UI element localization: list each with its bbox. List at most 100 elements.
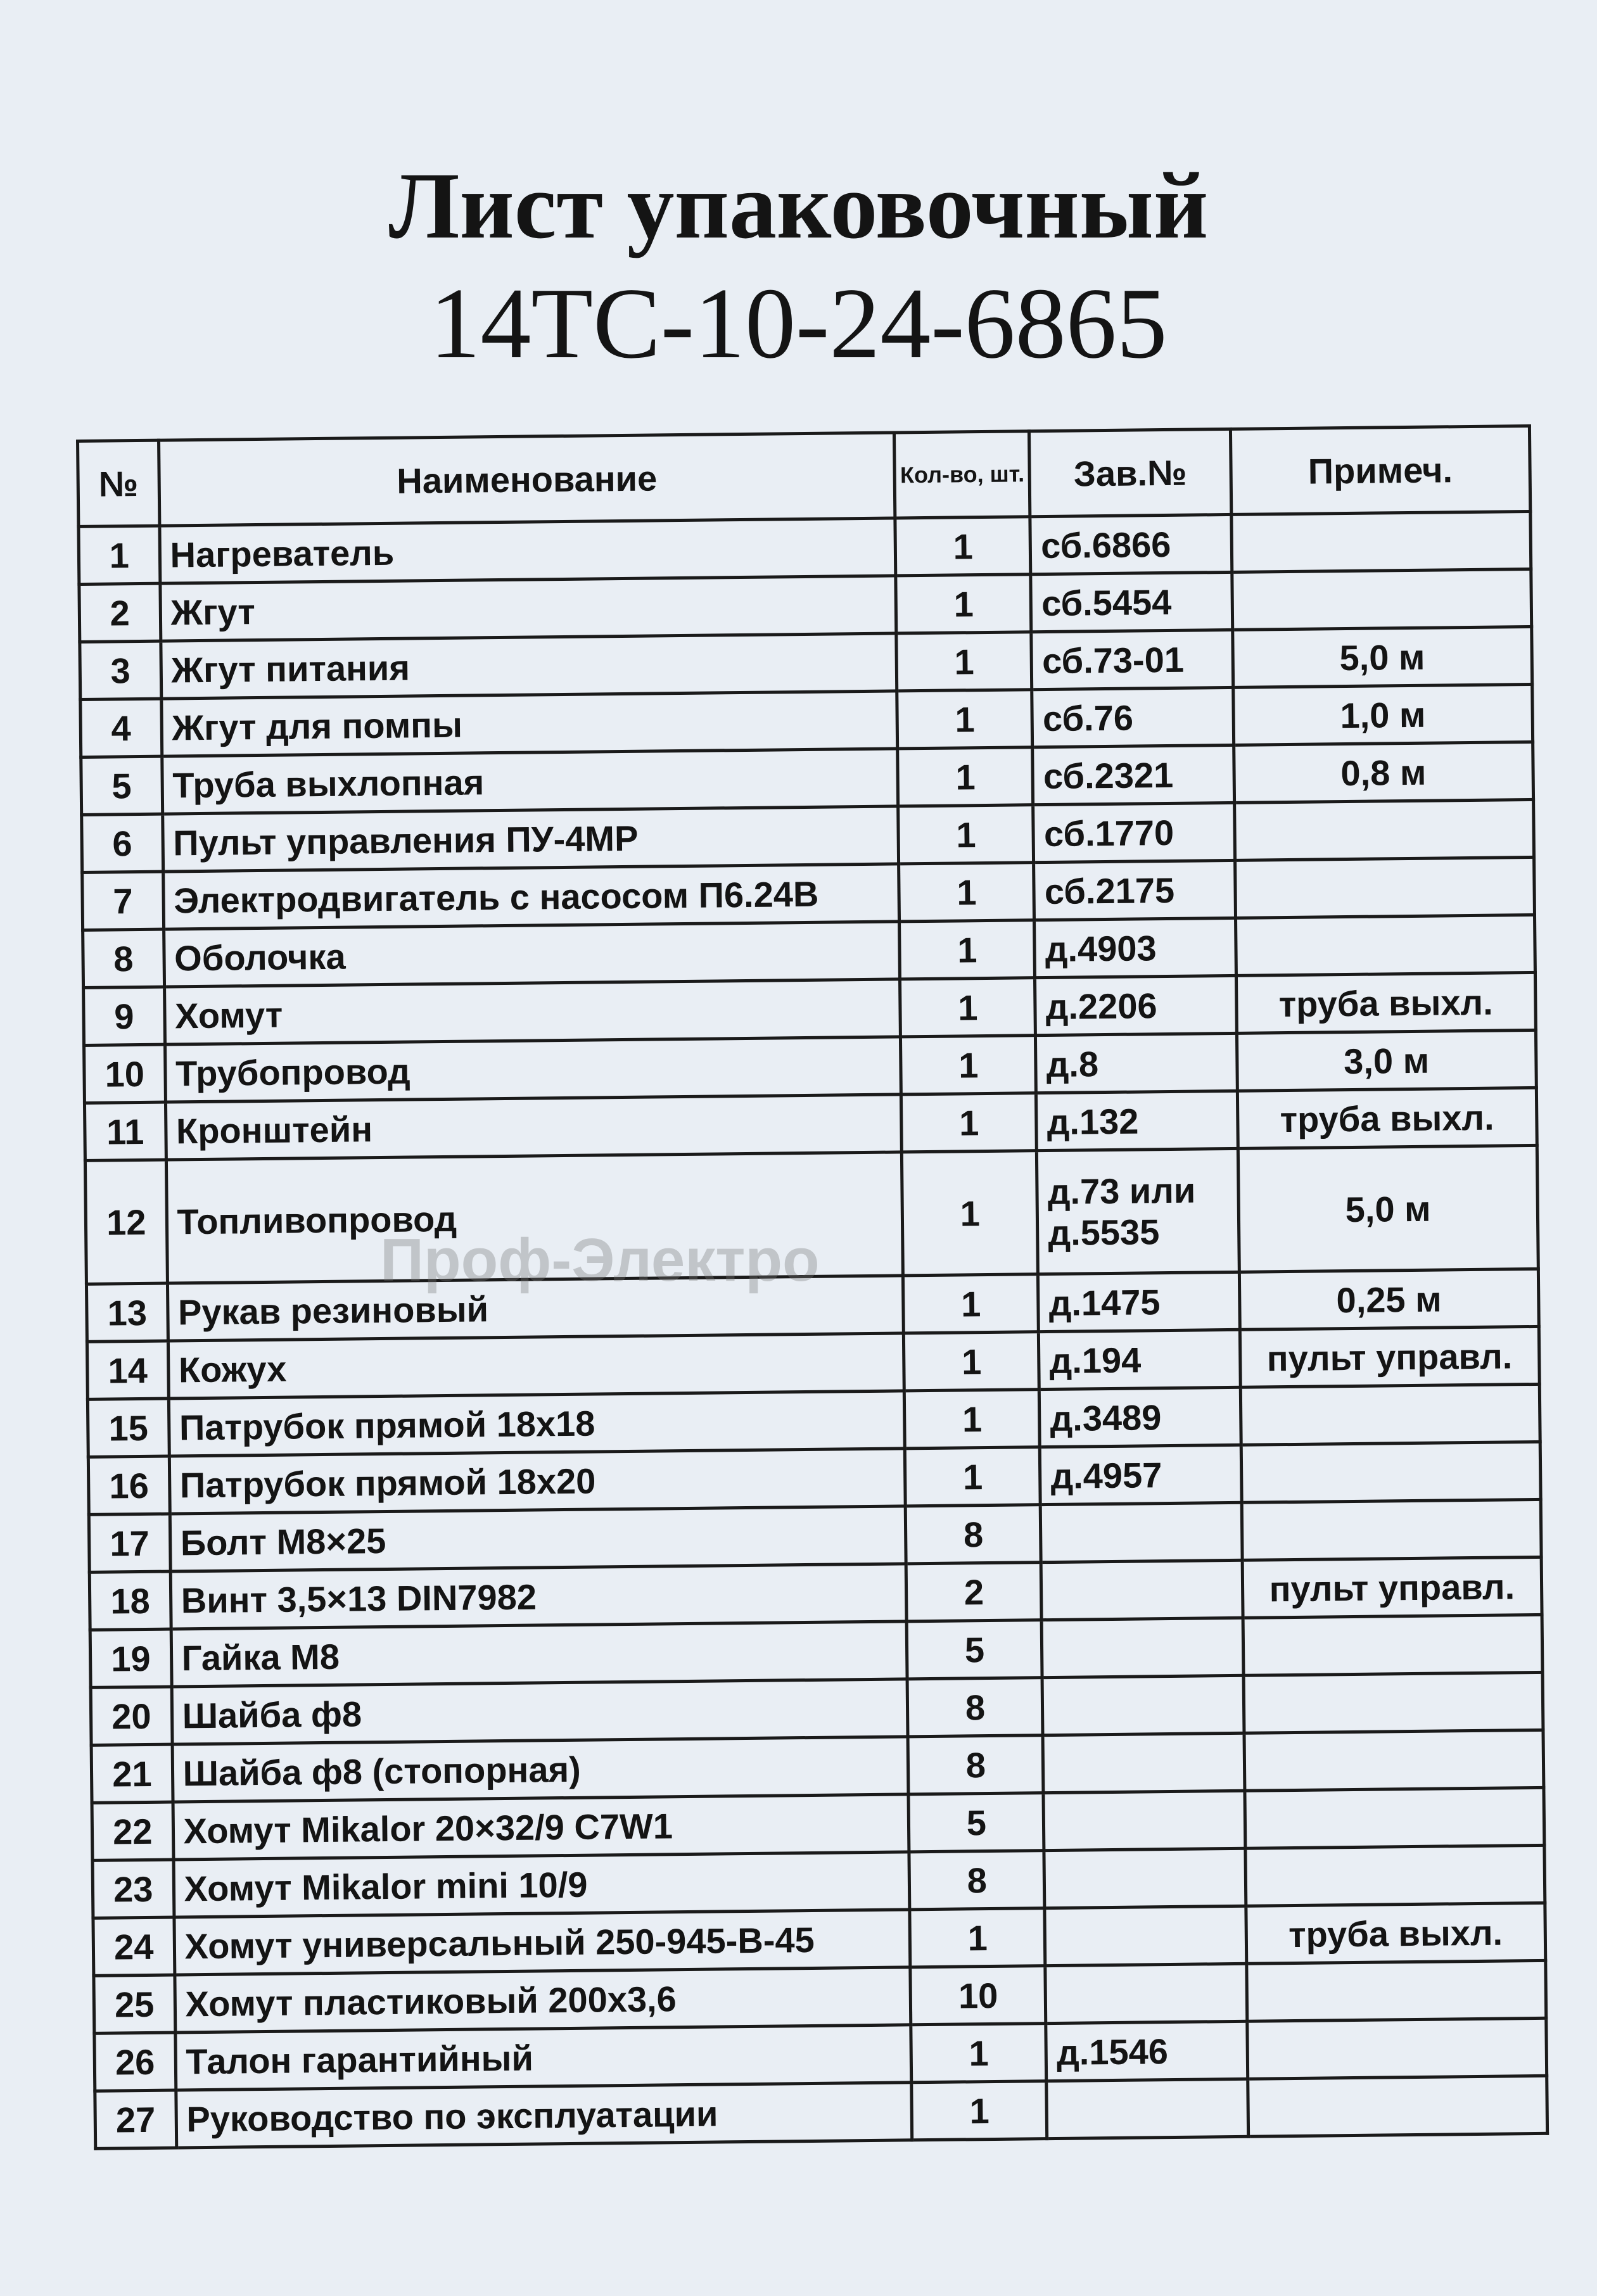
cell-name: Патрубок прямой 18x20 xyxy=(169,1448,906,1514)
cell-zav xyxy=(1041,1560,1243,1620)
cell-note: 0,8 м xyxy=(1233,742,1534,803)
cell-qty: 5 xyxy=(907,1620,1043,1679)
watermark: Проф-Электро xyxy=(380,1226,820,1294)
cell-name: Хомут xyxy=(164,979,901,1045)
cell-note xyxy=(1231,569,1532,630)
cell-qty: 1 xyxy=(899,920,1035,979)
cell-no: 12 xyxy=(85,1160,168,1284)
cell-note xyxy=(1243,1672,1543,1734)
cell-note: 5,0 м xyxy=(1232,626,1532,688)
cell-qty: 2 xyxy=(906,1562,1042,1621)
cell-note: 1,0 м xyxy=(1233,684,1533,745)
cell-name: Талон гарантийный xyxy=(175,2024,912,2090)
cell-note xyxy=(1245,1845,1545,1906)
cell-no: 6 xyxy=(81,814,163,873)
cell-zav xyxy=(1043,1733,1245,1793)
cell-zav: д.2206 xyxy=(1034,975,1237,1036)
cell-qty: 1 xyxy=(911,2023,1047,2083)
cell-note xyxy=(1234,799,1534,861)
cell-note: труба выхл. xyxy=(1245,1903,1546,1964)
cell-name: Труба выхлопная xyxy=(162,748,899,815)
cell-qty: 1 xyxy=(903,1274,1039,1333)
cell-note xyxy=(1235,915,1536,976)
cell-name: Хомут Mikalor 20×32/9 C7W1 xyxy=(172,1794,910,1860)
cell-zav: д.3489 xyxy=(1039,1387,1241,1447)
cell-no: 22 xyxy=(92,1802,174,1861)
cell-note xyxy=(1242,1614,1543,1676)
cell-qty: 1 xyxy=(905,1447,1041,1506)
cell-zav xyxy=(1041,1618,1244,1678)
header-serial: Зав.№ xyxy=(1029,429,1231,517)
cell-qty: 1 xyxy=(901,1093,1037,1152)
cell-qty: 1 xyxy=(904,1389,1040,1449)
cell-no: 27 xyxy=(94,2090,177,2149)
document-title: Лист упаковочный xyxy=(388,153,1209,258)
cell-zav: д.1475 xyxy=(1038,1272,1240,1332)
cell-qty: 10 xyxy=(910,1965,1047,2025)
cell-no: 19 xyxy=(90,1629,172,1688)
cell-qty: 8 xyxy=(909,1850,1045,1910)
cell-no: 16 xyxy=(88,1456,170,1515)
cell-qty: 1 xyxy=(912,2081,1048,2140)
cell-qty: 1 xyxy=(899,862,1034,922)
cell-note: 3,0 м xyxy=(1236,1030,1537,1091)
cell-qty: 1 xyxy=(903,1331,1040,1391)
cell-no: 9 xyxy=(83,987,165,1046)
cell-no: 24 xyxy=(92,1917,175,1976)
cell-qty: 5 xyxy=(908,1792,1045,1852)
cell-qty: 1 xyxy=(897,689,1033,749)
cell-zav xyxy=(1047,2079,1249,2139)
cell-note: 0,25 м xyxy=(1238,1269,1539,1330)
cell-zav: д.1546 xyxy=(1046,2021,1248,2081)
cell-no: 21 xyxy=(91,1744,173,1803)
cell-name: Пульт управления ПУ-4МР xyxy=(162,806,900,872)
cell-note: труба выхл. xyxy=(1237,1088,1537,1149)
cell-no: 13 xyxy=(86,1283,169,1342)
header-no: № xyxy=(77,440,160,527)
cell-zav: сб.2321 xyxy=(1033,745,1235,805)
cell-zav: д.194 xyxy=(1038,1329,1240,1390)
cell-qty: 1 xyxy=(910,1908,1046,1967)
cell-zav: сб.6866 xyxy=(1030,514,1232,574)
cell-no: 2 xyxy=(79,583,161,642)
cell-name: Оболочка xyxy=(163,921,900,987)
cell-name: Шайба ф8 xyxy=(171,1678,908,1745)
cell-name: Кожух xyxy=(168,1333,905,1399)
cell-zav xyxy=(1042,1675,1244,1735)
cell-zav: д.4957 xyxy=(1040,1445,1242,1505)
cell-note xyxy=(1235,857,1535,918)
cell-qty: 1 xyxy=(900,1035,1036,1094)
cell-name: Патрубок прямой 18x18 xyxy=(169,1390,905,1457)
cell-zav: сб.1770 xyxy=(1033,802,1235,863)
cell-zav: сб.73-01 xyxy=(1031,630,1233,690)
cell-qty: 8 xyxy=(905,1504,1041,1564)
cell-name: Шайба ф8 (стопорная) xyxy=(172,1736,909,1803)
cell-name: Болт М8×25 xyxy=(169,1506,907,1572)
cell-no: 5 xyxy=(80,756,163,815)
cell-name: Электродвигатель с насосом П6.24В xyxy=(163,863,900,930)
cell-qty: 1 xyxy=(901,1150,1038,1276)
cell-qty: 1 xyxy=(896,631,1033,691)
cell-no: 17 xyxy=(89,1514,170,1573)
cell-qty: 1 xyxy=(898,804,1034,864)
cell-name: Хомут универсальный 250-945-B-45 xyxy=(174,1909,911,1976)
cell-no: 18 xyxy=(89,1571,171,1630)
cell-name: Хомут Mikalor mini 10/9 xyxy=(173,1851,910,1918)
cell-name: Жгут питания xyxy=(160,633,898,699)
cell-qty: 1 xyxy=(900,977,1036,1037)
cell-qty: 8 xyxy=(907,1677,1043,1737)
cell-qty: 1 xyxy=(898,747,1034,806)
cell-note: пульт управл. xyxy=(1239,1326,1540,1388)
cell-name: Жгут xyxy=(160,575,897,642)
cell-zav: д.8 xyxy=(1035,1033,1237,1093)
cell-note xyxy=(1247,2018,1547,2079)
cell-zav: д.73 или д.5535 xyxy=(1036,1148,1239,1274)
cell-note xyxy=(1247,2076,1548,2137)
cell-no: 25 xyxy=(93,1975,175,2034)
cell-note: пульт управл. xyxy=(1242,1557,1543,1618)
cell-qty: 8 xyxy=(908,1735,1044,1794)
cell-no: 23 xyxy=(92,1860,174,1919)
cell-name: Нагреватель xyxy=(159,517,896,584)
header-qty: Кол-во, шт. xyxy=(894,431,1031,518)
cell-no: 7 xyxy=(82,872,164,930)
